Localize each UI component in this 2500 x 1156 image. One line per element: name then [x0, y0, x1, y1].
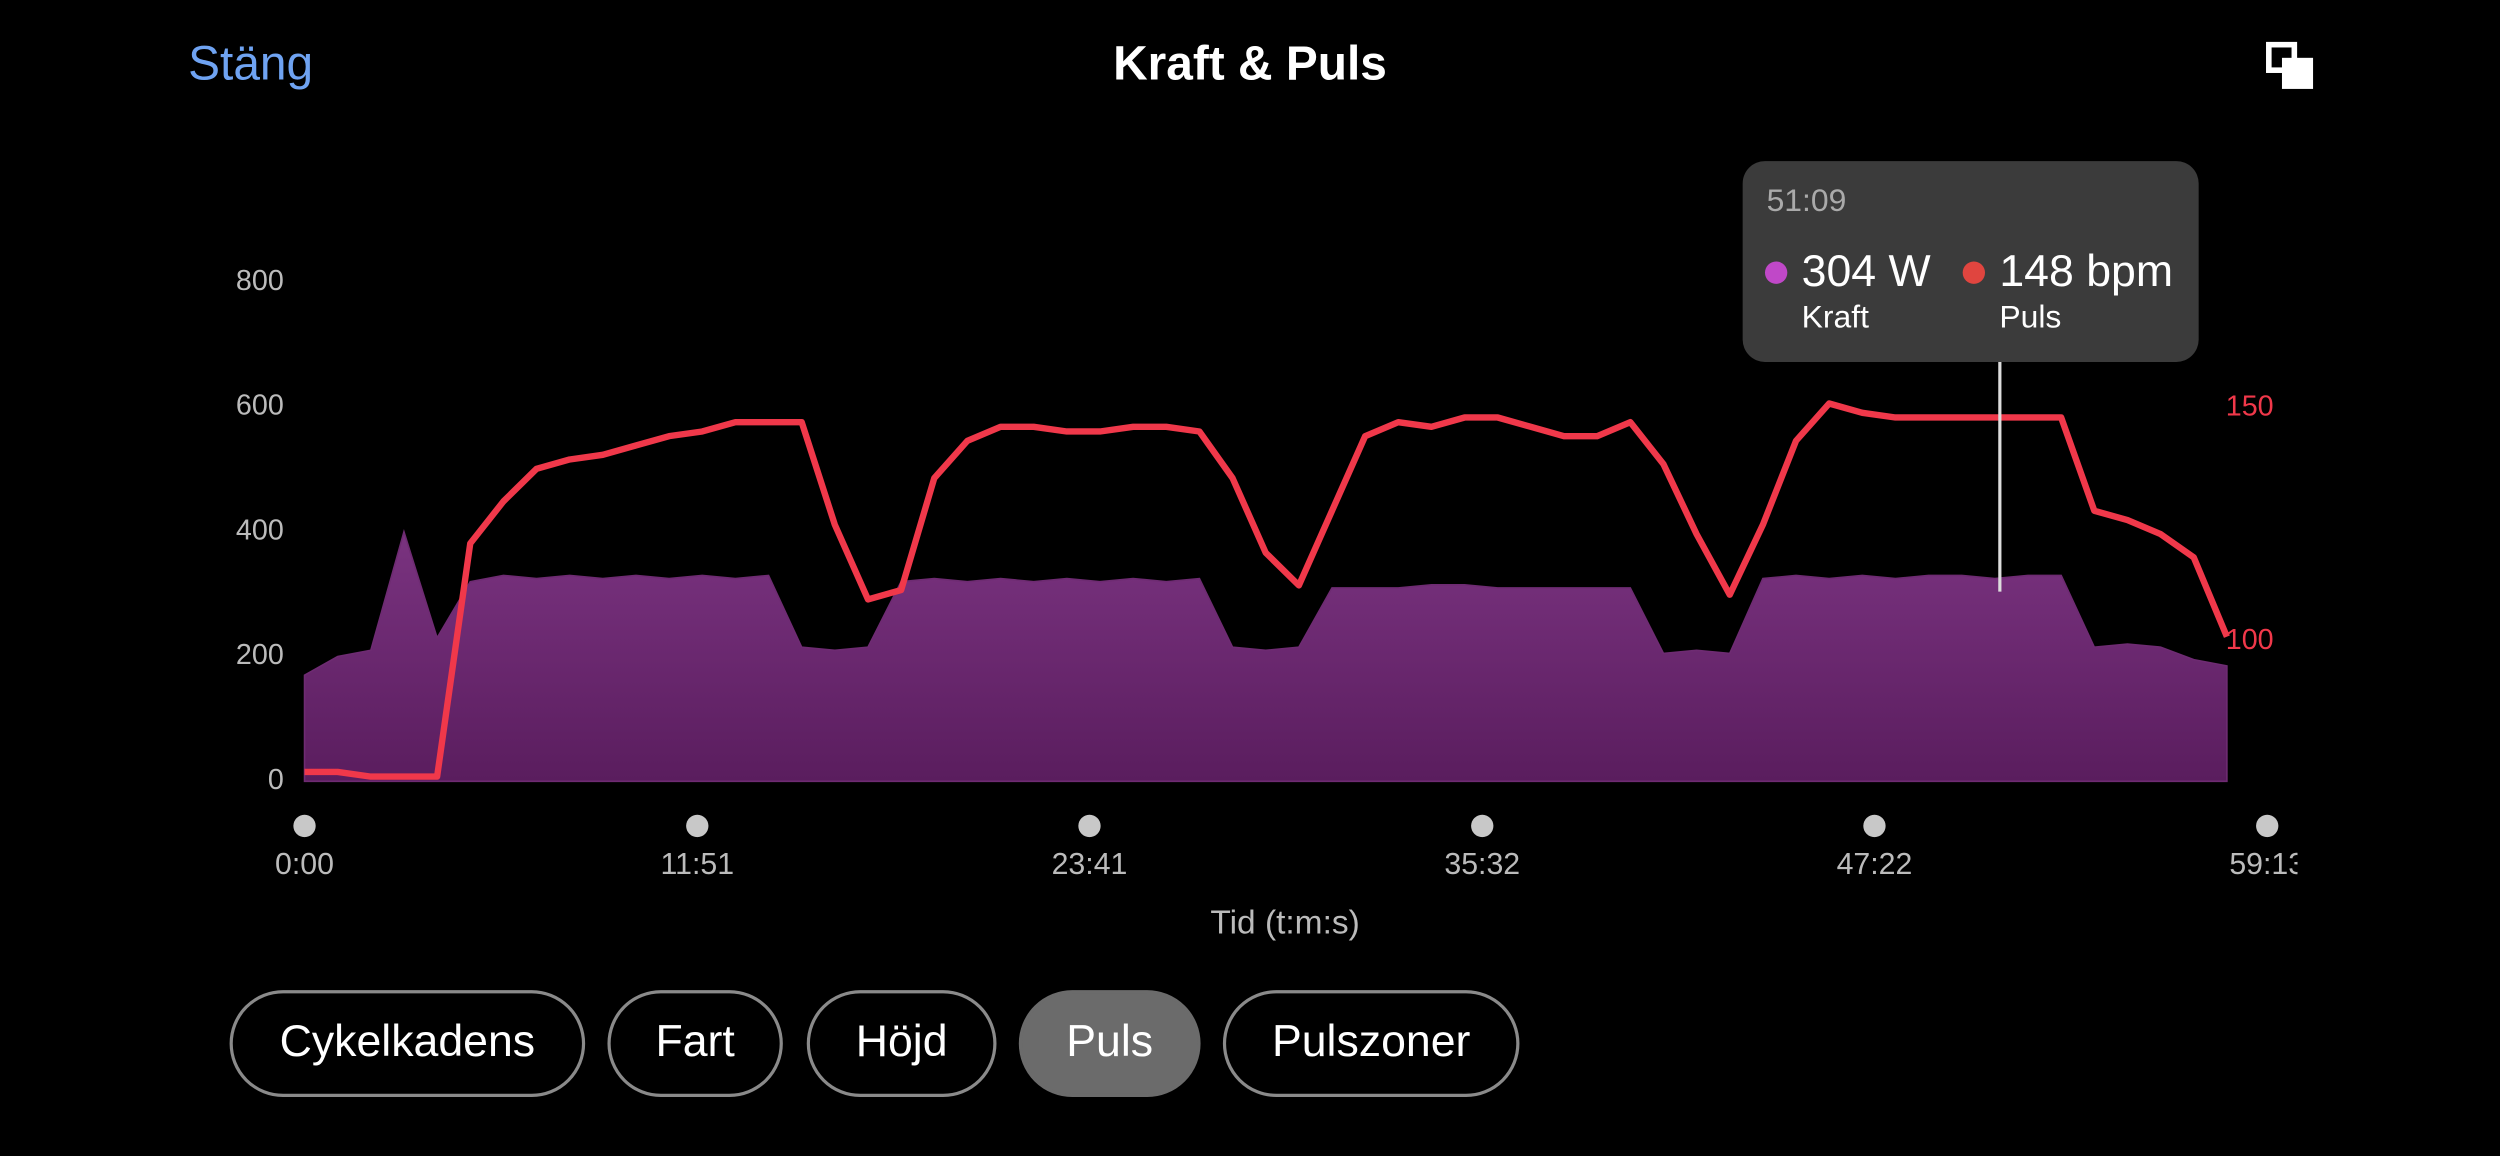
- x-tick-label: 0:00: [275, 848, 334, 881]
- title: Kraft & Puls: [1113, 38, 1387, 91]
- tab-label: Pulszoner: [1272, 1017, 1471, 1066]
- tooltip-dot: [1962, 261, 1986, 284]
- tab[interactable]: Pulszoner: [1222, 990, 1520, 1097]
- tab-label: Fart: [655, 1017, 735, 1066]
- tab-pill: [1018, 990, 1201, 1097]
- tab-pill: [607, 990, 783, 1097]
- tab[interactable]: Höjd: [806, 990, 997, 1097]
- tooltip-name: Puls: [1999, 298, 2061, 334]
- y-tick-label: 200: [236, 639, 284, 671]
- x-tick-label: 23:41: [1052, 848, 1128, 881]
- x-tick-label: 35:32: [1444, 848, 1520, 881]
- x-tick-dot: [2256, 814, 2279, 838]
- x-tick-dot: [1471, 814, 1494, 838]
- tab[interactable]: Fart: [607, 990, 783, 1097]
- tab-pill: [806, 990, 997, 1097]
- heart-rate-line: [304, 400, 2230, 780]
- tab-label: Höjd: [856, 1017, 948, 1066]
- tab-label: Puls: [1066, 1017, 1153, 1066]
- x-tick-dot: [1078, 814, 1101, 838]
- tooltip-value: 304 W: [1802, 247, 1931, 296]
- x-tick-dot: [686, 814, 709, 838]
- x-tick-label: 47:22: [1837, 848, 1913, 881]
- tooltip-value: 148 bpm: [1999, 247, 2173, 296]
- y2-tick-label: 100: [2226, 624, 2274, 656]
- x-tick-label: 59:13: [2229, 848, 2305, 881]
- tooltip-name: Kraft: [1802, 298, 1869, 334]
- tooltip-dot: [1764, 261, 1788, 284]
- tooltip-box: [1742, 161, 2199, 362]
- y-tick-label: 0: [268, 764, 284, 796]
- x-tick-label: 11:51: [661, 848, 735, 881]
- tab-pill: [1222, 990, 1520, 1097]
- y-tick-label: 600: [236, 390, 284, 422]
- close-button[interactable]: Stäng: [188, 38, 313, 91]
- tab[interactable]: Cykelkadens: [229, 990, 586, 1097]
- y-tick-label: 800: [236, 265, 284, 297]
- tooltip-time: 51:09: [1767, 182, 1847, 218]
- x-axis-label: Tid (t:m:s): [1210, 905, 1359, 942]
- x-tick-dot: [293, 814, 316, 838]
- tab-pill: [229, 990, 586, 1097]
- x-tick-dot: [1863, 814, 1886, 838]
- y2-tick-label: 150: [2226, 391, 2274, 423]
- power-area: [303, 528, 2228, 783]
- tab-label: Cykelkadens: [280, 1017, 535, 1066]
- fullscreen-icon[interactable]: [2266, 41, 2314, 89]
- x-axis: 0:00 11:51 23:41 35:32 47:22 59:13: [275, 814, 2305, 881]
- tab[interactable]: Puls: [1018, 990, 1201, 1097]
- y-tick-label: 400: [236, 514, 284, 546]
